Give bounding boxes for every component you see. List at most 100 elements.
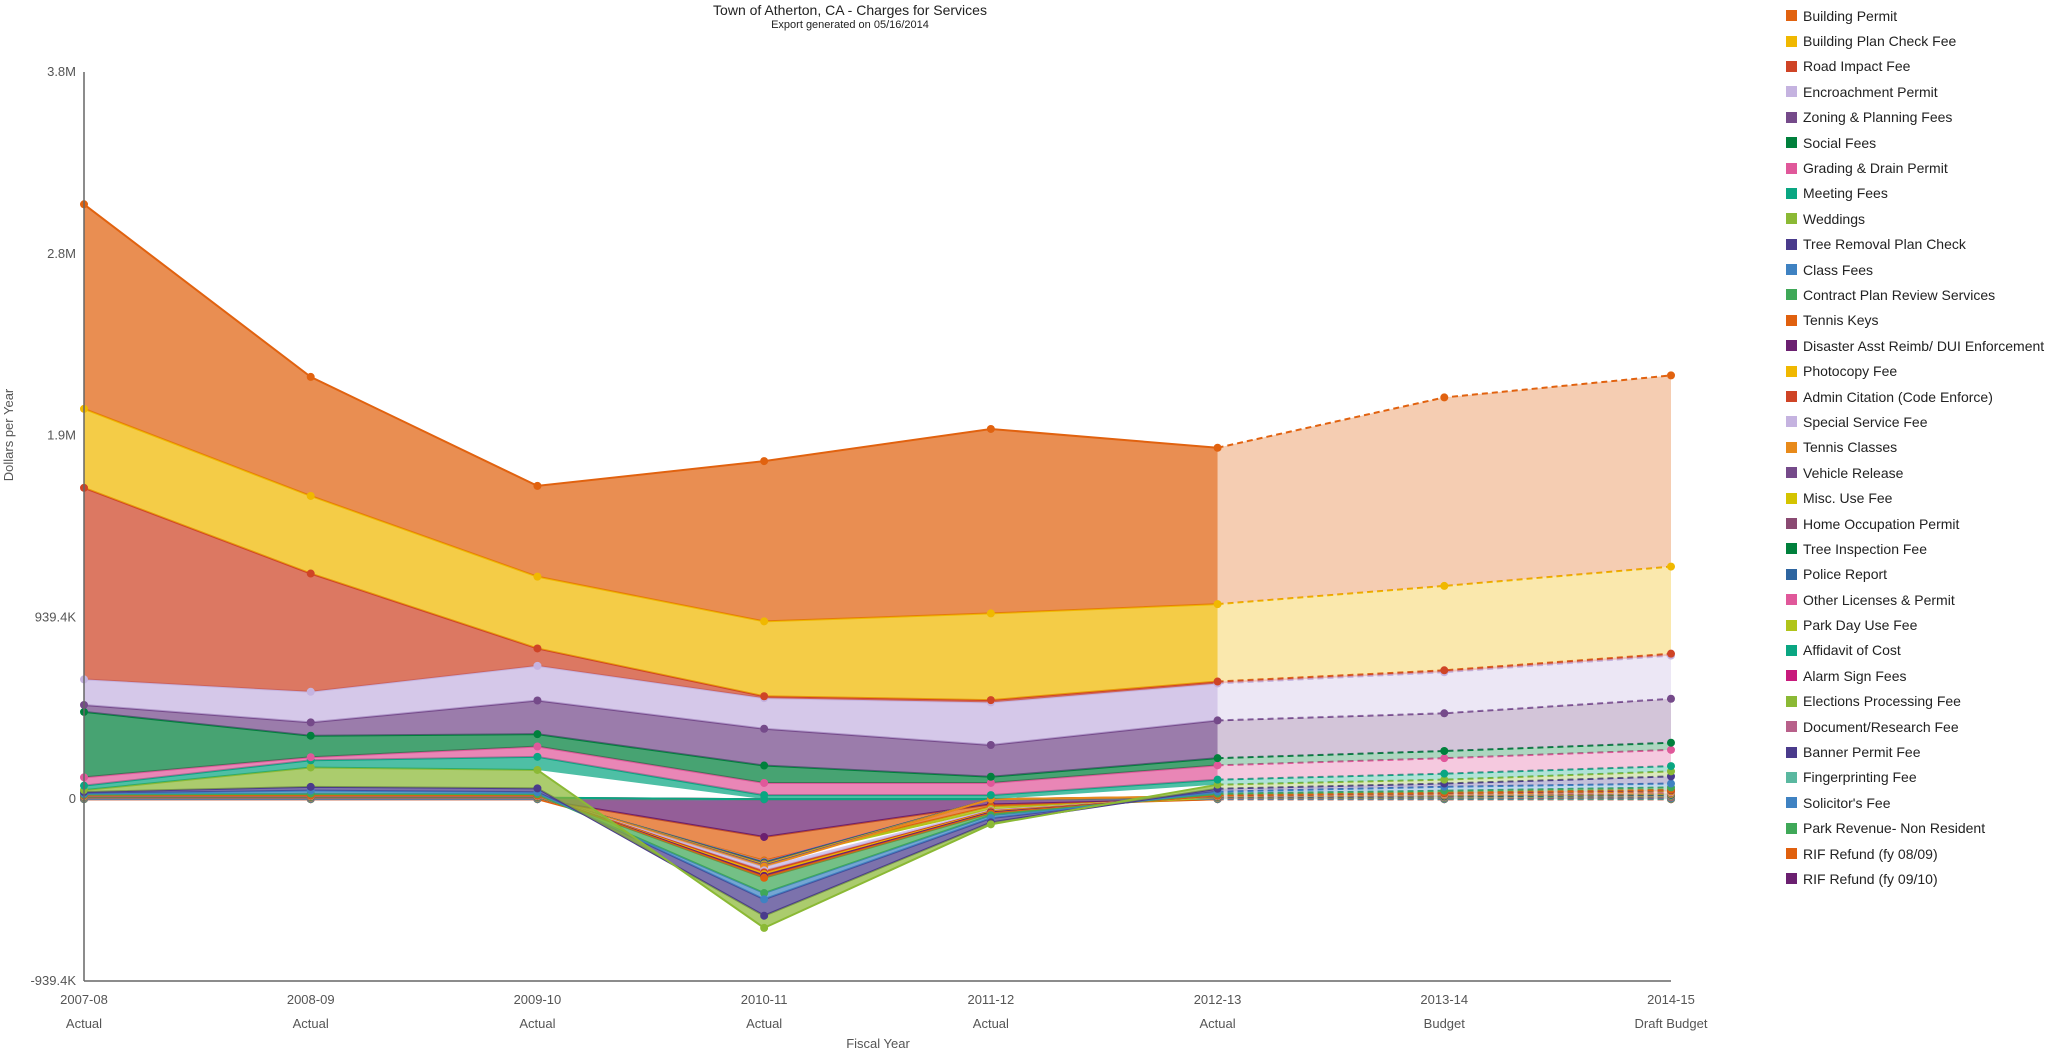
legend-item[interactable]: Tree Inspection Fee xyxy=(1786,536,2044,561)
legend-item[interactable]: Grading & Drain Permit xyxy=(1786,155,2044,180)
data-point[interactable] xyxy=(760,617,769,626)
legend-item[interactable]: Fingerprinting Fee xyxy=(1786,765,2044,790)
data-point[interactable] xyxy=(986,741,995,750)
data-point[interactable] xyxy=(533,696,542,705)
data-point[interactable] xyxy=(1667,738,1675,747)
legend-item[interactable]: Building Permit xyxy=(1786,3,2044,28)
data-point[interactable] xyxy=(760,889,769,898)
data-point[interactable] xyxy=(1667,562,1675,571)
data-point[interactable] xyxy=(1667,649,1675,658)
data-point[interactable] xyxy=(533,765,542,774)
data-point[interactable] xyxy=(533,752,542,761)
data-point[interactable] xyxy=(533,742,542,751)
legend-item[interactable]: Photocopy Fee xyxy=(1786,358,2044,383)
legend-item[interactable]: Vehicle Release xyxy=(1786,460,2044,485)
data-point[interactable] xyxy=(1440,747,1449,756)
legend-item[interactable]: Contract Plan Review Services xyxy=(1786,282,2044,307)
legend-item[interactable]: RIF Refund (fy 09/10) xyxy=(1786,866,2044,891)
data-point[interactable] xyxy=(1667,779,1675,788)
data-point[interactable] xyxy=(760,724,769,733)
data-point[interactable] xyxy=(1440,769,1449,778)
data-point[interactable] xyxy=(760,457,769,466)
data-point[interactable] xyxy=(1213,600,1222,609)
data-point[interactable] xyxy=(1213,775,1222,784)
legend-item[interactable]: Building Plan Check Fee xyxy=(1786,28,2044,53)
legend-item[interactable]: Home Occupation Permit xyxy=(1786,511,2044,536)
legend-item[interactable]: Alarm Sign Fees xyxy=(1786,663,2044,688)
data-point[interactable] xyxy=(533,661,542,670)
data-point[interactable] xyxy=(533,644,542,653)
data-point[interactable] xyxy=(306,687,315,696)
legend-item[interactable]: Solicitor's Fee xyxy=(1786,790,2044,815)
data-point[interactable] xyxy=(1667,762,1675,771)
legend-item[interactable]: Tennis Classes xyxy=(1786,435,2044,460)
data-point[interactable] xyxy=(306,753,315,762)
data-point[interactable] xyxy=(986,820,995,829)
data-point[interactable] xyxy=(306,372,315,381)
data-point[interactable] xyxy=(1440,754,1449,763)
data-point[interactable] xyxy=(1213,443,1222,452)
data-point[interactable] xyxy=(306,718,315,727)
legend-item[interactable]: Zoning & Planning Fees xyxy=(1786,105,2044,130)
data-point[interactable] xyxy=(1213,716,1222,725)
data-point[interactable] xyxy=(306,731,315,740)
data-point[interactable] xyxy=(1213,754,1222,763)
legend-item[interactable]: Police Report xyxy=(1786,562,2044,587)
data-point[interactable] xyxy=(1440,775,1449,784)
legend-item[interactable]: Social Fees xyxy=(1786,130,2044,155)
data-point[interactable] xyxy=(986,772,995,781)
data-point[interactable] xyxy=(306,763,315,772)
data-point[interactable] xyxy=(986,424,995,433)
data-point[interactable] xyxy=(533,730,542,739)
data-point[interactable] xyxy=(306,782,315,791)
legend-item[interactable]: Misc. Use Fee xyxy=(1786,485,2044,510)
data-point[interactable] xyxy=(760,873,769,882)
data-point[interactable] xyxy=(1213,761,1222,770)
data-point[interactable] xyxy=(1440,581,1449,590)
legend-item[interactable]: Affidavit of Cost xyxy=(1786,638,2044,663)
data-point[interactable] xyxy=(533,481,542,490)
legend-item[interactable]: Encroachment Permit xyxy=(1786,79,2044,104)
data-point[interactable] xyxy=(1667,371,1675,380)
data-point[interactable] xyxy=(986,609,995,618)
data-point[interactable] xyxy=(1440,393,1449,402)
legend-item[interactable]: Elections Processing Fee xyxy=(1786,689,2044,714)
data-point[interactable] xyxy=(1440,709,1449,718)
legend-item[interactable]: Class Fees xyxy=(1786,257,2044,282)
series-area xyxy=(84,204,1218,622)
data-point[interactable] xyxy=(760,692,769,701)
data-point[interactable] xyxy=(986,791,995,800)
data-point[interactable] xyxy=(306,491,315,500)
data-point[interactable] xyxy=(1440,666,1449,675)
data-point[interactable] xyxy=(760,791,769,800)
legend-item[interactable]: RIF Refund (fy 08/09) xyxy=(1786,841,2044,866)
legend-item[interactable]: Weddings xyxy=(1786,206,2044,231)
data-point[interactable] xyxy=(760,923,769,932)
legend-item[interactable]: Park Day Use Fee xyxy=(1786,612,2044,637)
data-point[interactable] xyxy=(760,895,769,904)
data-point[interactable] xyxy=(1667,745,1675,754)
data-point[interactable] xyxy=(533,784,542,793)
legend-item[interactable]: Park Revenue- Non Resident xyxy=(1786,816,2044,841)
data-point[interactable] xyxy=(1667,694,1675,703)
data-point[interactable] xyxy=(986,696,995,705)
legend-item[interactable]: Tree Removal Plan Check xyxy=(1786,232,2044,257)
legend-item[interactable]: Disaster Asst Reimb/ DUI Enforcement xyxy=(1786,333,2044,358)
data-point[interactable] xyxy=(760,832,769,841)
legend-item[interactable]: Special Service Fee xyxy=(1786,409,2044,434)
data-point[interactable] xyxy=(533,572,542,581)
data-point[interactable] xyxy=(760,761,769,770)
data-point[interactable] xyxy=(986,778,995,787)
legend-item[interactable]: Tennis Keys xyxy=(1786,308,2044,333)
legend-item[interactable]: Road Impact Fee xyxy=(1786,54,2044,79)
legend-item[interactable]: Other Licenses & Permit xyxy=(1786,587,2044,612)
legend-item[interactable]: Banner Permit Fee xyxy=(1786,739,2044,764)
data-point[interactable] xyxy=(760,778,769,787)
legend-item[interactable]: Admin Citation (Code Enforce) xyxy=(1786,384,2044,409)
data-point[interactable] xyxy=(306,569,315,578)
data-point[interactable] xyxy=(1213,677,1222,686)
x-tick-type: Actual xyxy=(746,1016,782,1031)
legend-item[interactable]: Meeting Fees xyxy=(1786,181,2044,206)
data-point[interactable] xyxy=(760,911,769,920)
legend-item[interactable]: Document/Research Fee xyxy=(1786,714,2044,739)
